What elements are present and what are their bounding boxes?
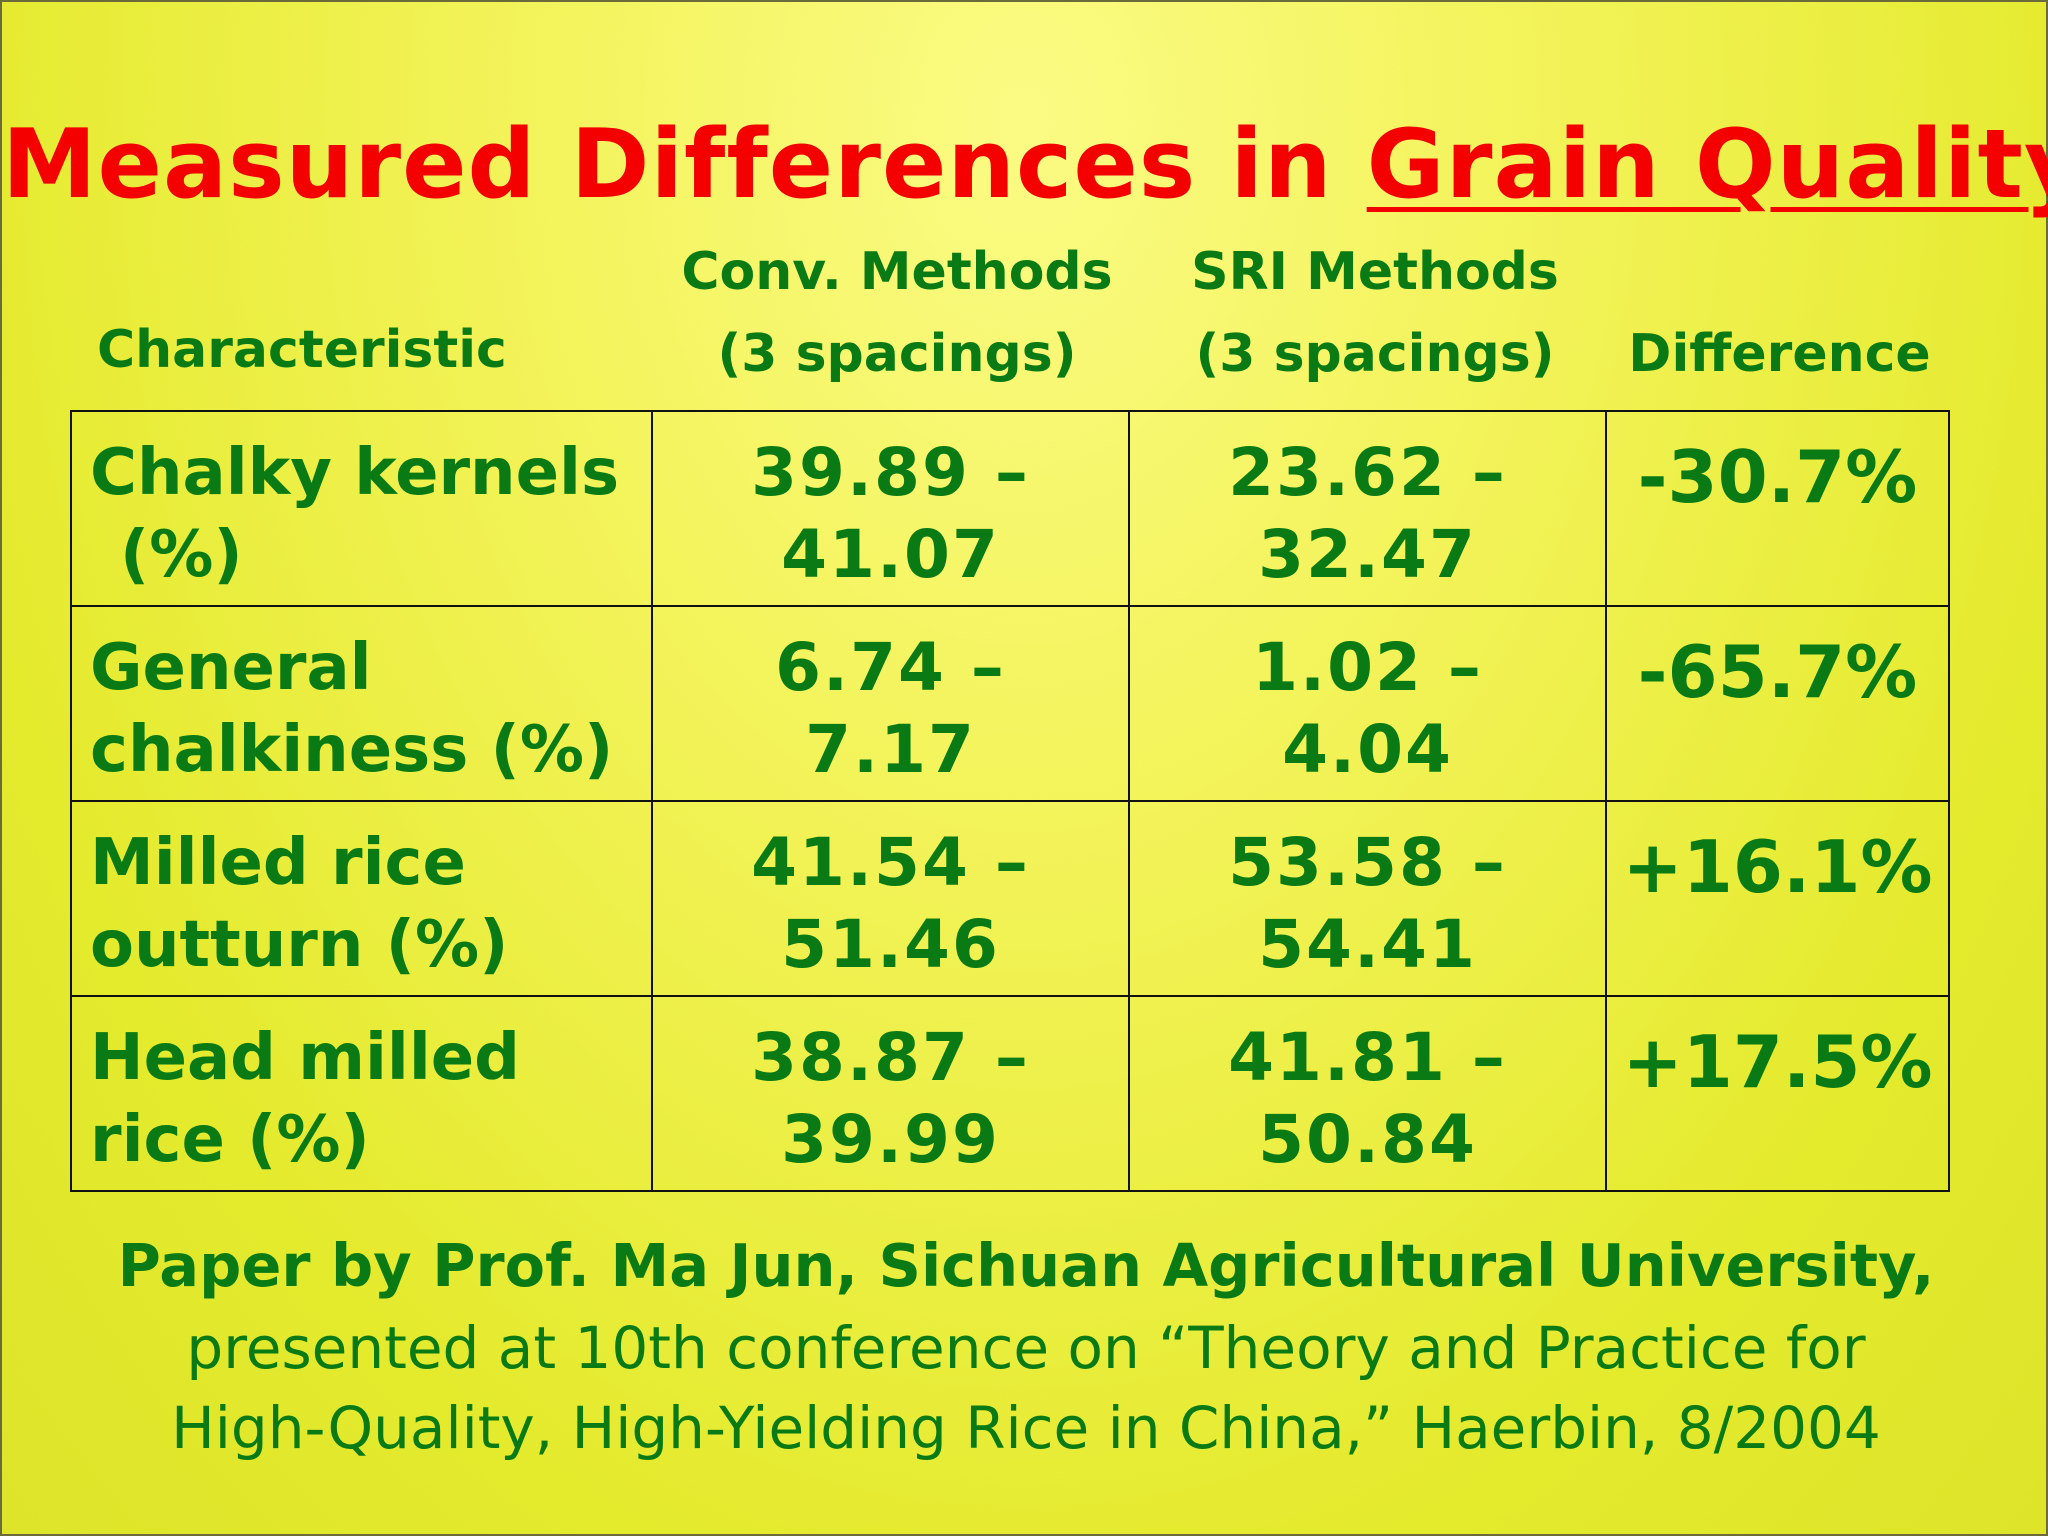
sri-value-line2: 4.04 <box>1282 711 1453 788</box>
conv-value: 6.74 – 7.17 <box>651 605 1130 802</box>
difference-value: -65.7% <box>1605 605 1950 802</box>
sri-value: 53.58 – 54.41 <box>1128 800 1607 997</box>
row-label-line1: Chalky kernels <box>90 436 620 510</box>
table-row: General chalkiness (%) 6.74 – 7.17 1.02 … <box>70 605 1950 802</box>
row-label: Head milled rice (%) <box>70 995 653 1192</box>
conv-value: 38.87 – 39.99 <box>651 995 1130 1192</box>
conv-value-line1: 41.54 – <box>751 824 1030 901</box>
table-row: Chalky kernels (%) 39.89 – 41.07 23.62 –… <box>70 410 1950 607</box>
row-label-line2: rice (%) <box>90 1103 370 1177</box>
header-sri-line1: SRI Methods <box>1191 242 1559 302</box>
row-label-line1: Head milled <box>90 1021 520 1095</box>
table-row: Head milled rice (%) 38.87 – 39.99 41.81… <box>70 995 1950 1192</box>
header-characteristic: Characteristic <box>97 320 507 380</box>
row-label-line2: (%) <box>120 518 243 592</box>
row-label-line1: Milled rice <box>90 826 466 900</box>
header-difference: Difference <box>1628 324 1931 384</box>
row-label-line2: chalkiness (%) <box>90 713 614 787</box>
conv-value-line2: 51.46 <box>781 906 1000 983</box>
sri-value: 1.02 – 4.04 <box>1128 605 1607 802</box>
difference-value: +16.1% <box>1605 800 1950 997</box>
table-row: Milled rice outturn (%) 41.54 – 51.46 53… <box>70 800 1950 997</box>
sri-value-line1: 1.02 – <box>1252 629 1483 706</box>
conv-value-line1: 39.89 – <box>751 434 1030 511</box>
conv-value-line2: 39.99 <box>781 1101 1000 1178</box>
conv-value-line2: 7.17 <box>805 711 976 788</box>
sri-value-line2: 54.41 <box>1258 906 1477 983</box>
sri-value-line2: 32.47 <box>1258 516 1477 593</box>
row-label: Milled rice outturn (%) <box>70 800 653 997</box>
citation-line3: High-Quality, High-Yielding Rice in Chin… <box>171 1394 1881 1462</box>
title-prefix: Measured Differences in <box>2 110 1367 220</box>
header-sri-line2: (3 spacings) <box>1195 324 1555 384</box>
row-label-line2: outturn (%) <box>90 908 509 982</box>
conv-value: 39.89 – 41.07 <box>651 410 1130 607</box>
conv-value-line1: 38.87 – <box>751 1019 1030 1096</box>
sri-value-line2: 50.84 <box>1258 1101 1477 1178</box>
grain-quality-table: Chalky kernels (%) 39.89 – 41.07 23.62 –… <box>70 410 1950 1192</box>
sri-value-line1: 41.81 – <box>1228 1019 1507 1096</box>
conv-value-line1: 6.74 – <box>775 629 1006 706</box>
difference-value: +17.5% <box>1605 995 1950 1192</box>
conv-value: 41.54 – 51.46 <box>651 800 1130 997</box>
header-conv-line2: (3 spacings) <box>717 324 1077 384</box>
citation-line1: Paper by Prof. Ma Jun, Sichuan Agricultu… <box>117 1231 1935 1300</box>
row-label: Chalky kernels (%) <box>70 410 653 607</box>
page-title: Measured Differences in Grain Quality <box>2 100 2048 230</box>
row-label-line1: General <box>90 631 372 705</box>
row-label: General chalkiness (%) <box>70 605 653 802</box>
sri-value: 41.81 – 50.84 <box>1128 995 1607 1192</box>
header-conv-line1: Conv. Methods <box>681 242 1113 302</box>
sri-value: 23.62 – 32.47 <box>1128 410 1607 607</box>
title-underlined: Grain Quality <box>1366 110 2048 220</box>
difference-value: -30.7% <box>1605 410 1950 607</box>
sri-value-line1: 53.58 – <box>1228 824 1507 901</box>
citation-line2: presented at 10th conference on “Theory … <box>186 1314 1866 1382</box>
conv-value-line2: 41.07 <box>781 516 1000 593</box>
sri-value-line1: 23.62 – <box>1228 434 1507 511</box>
